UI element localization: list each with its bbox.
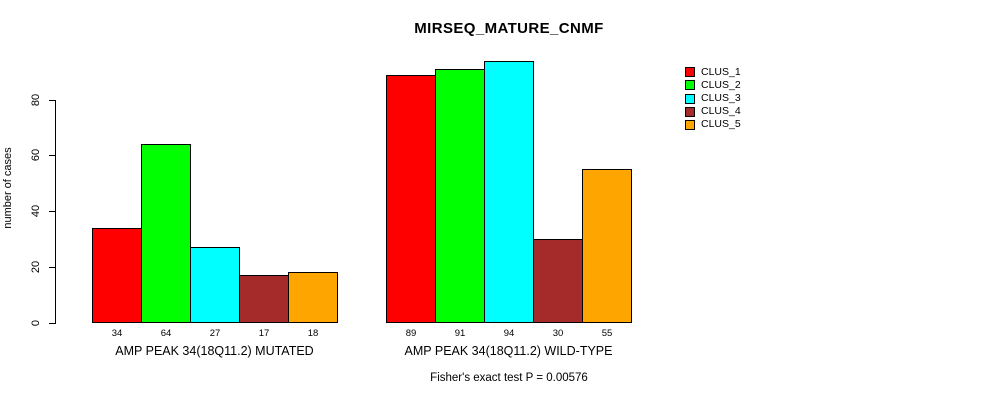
bar-value-label: 18 [307,327,319,339]
bar-value-label: 17 [258,327,270,339]
category-label: AMP PEAK 34(18Q11.2) WILD-TYPE [404,344,613,358]
y-tick-mark [49,322,56,324]
annotation-fisher-test: Fisher's exact test P = 0.00576 [430,372,588,384]
bar [92,227,142,324]
y-tick-label: 80 [30,93,42,106]
bar-value-label: 89 [405,327,417,339]
bar-value-label: 34 [111,327,123,339]
y-tick-label: 0 [30,319,42,326]
bar [288,272,338,324]
bar [190,247,240,324]
y-tick-mark [49,99,56,101]
bar [582,169,632,324]
bar [141,144,191,324]
bar-value-label: 64 [160,327,172,339]
bar-value-label: 91 [454,327,466,339]
chart-title: MIRSEQ_MATURE_CNMF [414,20,604,37]
y-tick-mark [49,155,56,157]
bar-value-label: 55 [601,327,613,339]
bar [239,275,289,324]
category-label: AMP PEAK 34(18Q11.2) MUTATED [115,344,314,358]
y-tick-label: 40 [30,205,42,218]
bar-value-label: 27 [209,327,221,339]
y-tick-mark [49,211,56,213]
bar [435,69,485,324]
bar-value-label: 94 [503,327,515,339]
y-tick-label: 60 [30,149,42,162]
bar [484,60,534,324]
bar [533,238,583,324]
bar [386,74,436,324]
bar-value-label: 30 [552,327,564,339]
y-tick-label: 20 [30,260,42,273]
y-tick-mark [49,266,56,268]
